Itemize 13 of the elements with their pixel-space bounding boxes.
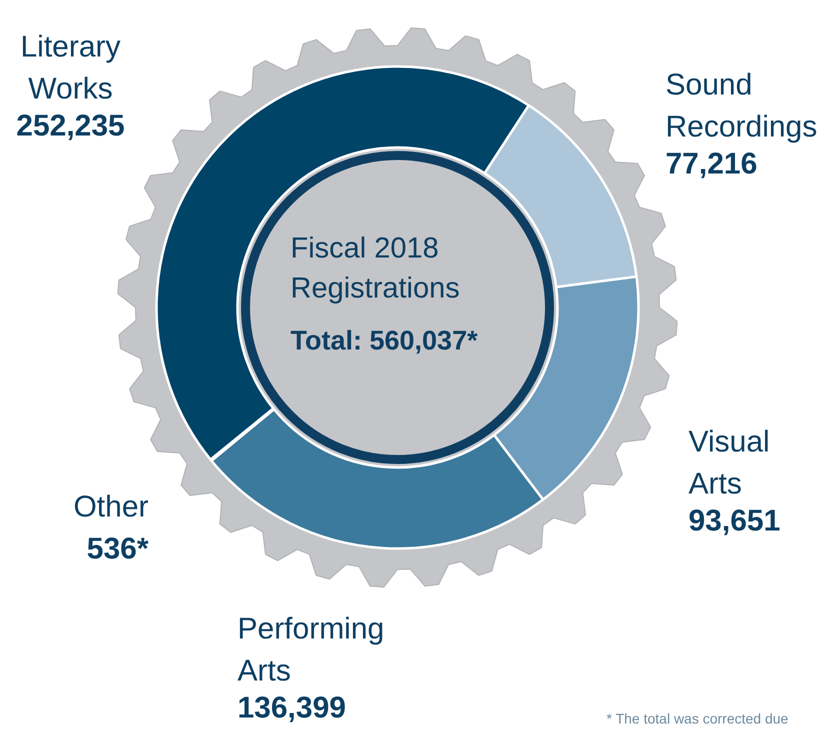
text: Fiscal 2018 Registrations [290, 232, 460, 304]
data-label: 252,235 [16, 110, 125, 142]
slice-label: Literary Works [20, 30, 121, 106]
data-label: 136,399 [238, 692, 346, 724]
text: Total: 560,037* [290, 326, 478, 356]
data-label: 77,216 [666, 148, 758, 180]
data-label: 536* [86, 532, 149, 566]
slice-label: Visual Arts [688, 426, 770, 500]
slice-label: Performing Arts [238, 612, 384, 688]
data-label: 93,651 [688, 504, 780, 538]
text: * The total was corrected due [606, 710, 789, 726]
slice-label: Sound Recordings [666, 68, 818, 144]
slice-label: Other [73, 490, 149, 524]
